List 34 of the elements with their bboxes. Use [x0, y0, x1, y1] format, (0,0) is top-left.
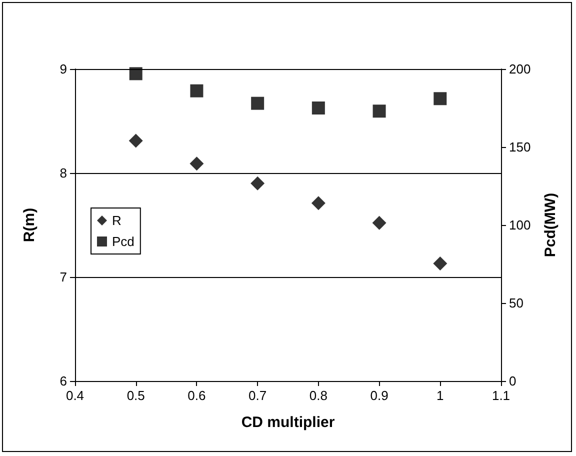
point [433, 256, 448, 270]
x-tick-label: 1 [436, 388, 444, 403]
point [250, 176, 265, 190]
x-tick-label: 0.8 [309, 388, 328, 403]
y-tick-label: 7 [60, 270, 67, 284]
y-tick-label: 6 [60, 374, 67, 388]
point [434, 92, 447, 106]
point [311, 196, 326, 210]
y2-tick-label: 150 [509, 140, 531, 154]
point [128, 134, 143, 148]
legend-label: R [112, 213, 122, 228]
x-tick-label: 0.9 [370, 388, 388, 403]
y2-tick-label: 50 [509, 296, 524, 310]
point [129, 67, 142, 80]
point [312, 102, 325, 114]
x-tick-label: 0.6 [188, 388, 206, 403]
x-axis-title: CD multiplier [241, 414, 335, 431]
legend-label: Pcd [112, 234, 134, 249]
point [251, 96, 264, 110]
x-tick-label: 1.1 [492, 388, 510, 403]
point [190, 84, 204, 98]
x-tick-label: 0.4 [66, 388, 84, 403]
point [372, 104, 386, 118]
y-tick-label: 8 [60, 166, 67, 180]
point [372, 216, 386, 230]
y2-tick-label: 100 [509, 218, 531, 232]
y2-tick-label: 200 [509, 62, 531, 76]
y-axis-title: R(m) [21, 208, 38, 242]
point [190, 156, 204, 171]
y-tick-label: 9 [60, 62, 67, 76]
x-tick-label: 0.5 [126, 388, 145, 403]
y2-tick-label: 0 [509, 374, 516, 388]
x-tick-label: 0.7 [248, 388, 267, 403]
y2-axis-title: Pcd(MW) [542, 192, 559, 258]
